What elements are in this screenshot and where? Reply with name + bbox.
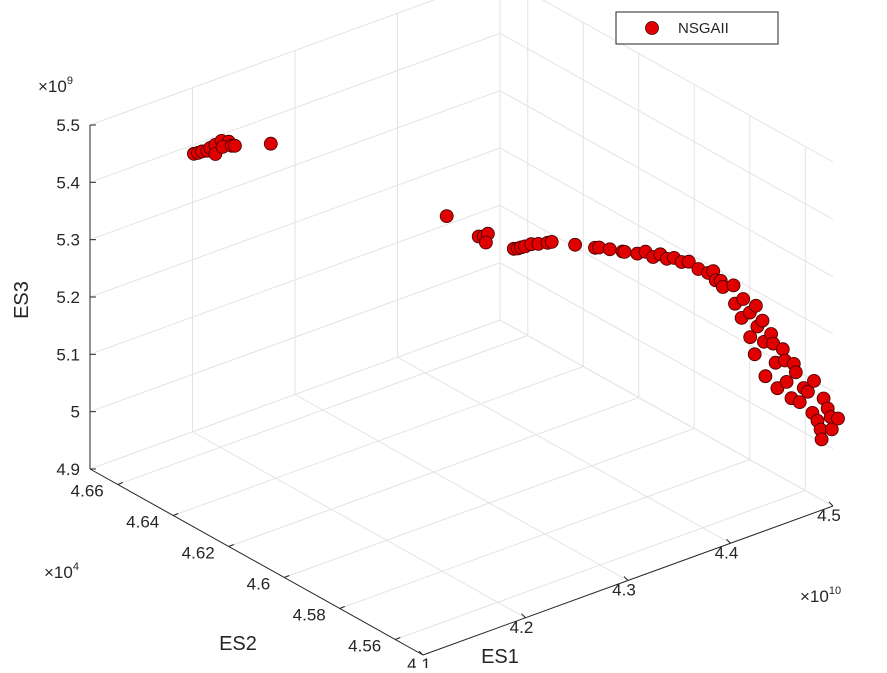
data-point [726, 278, 741, 293]
y-tick-mark [339, 606, 345, 609]
legend-box [615, 11, 779, 45]
data-point [775, 342, 790, 357]
grid-line-floor-y [284, 428, 695, 578]
data-point [824, 422, 839, 437]
grid-line-back-z [89, 204, 501, 355]
data-point [681, 254, 696, 269]
y-tick-mark [395, 637, 401, 640]
y-tick-mark [284, 575, 290, 578]
data-point [617, 244, 632, 259]
y-tick-mark [173, 513, 179, 516]
z-tick-label: 5 [71, 403, 80, 422]
x-tick-mark [521, 613, 526, 619]
x-tick-label: 4.1 [407, 655, 431, 668]
grid-line-floor-x [294, 394, 629, 581]
x-tick-label: 4.4 [715, 543, 739, 562]
data-point [788, 365, 803, 380]
legend-marker [645, 21, 659, 35]
grid-line-side-z [499, 90, 834, 278]
x-tick-label: 4.5 [817, 506, 841, 525]
x-multiplier: ×1010 [800, 585, 841, 606]
y-axis-line [89, 468, 424, 656]
y-multiplier: ×104 [44, 561, 79, 582]
grid-line-floor-x [397, 356, 731, 544]
grid-line-floor-y [339, 459, 750, 609]
y-tick-label: 4.56 [348, 637, 381, 656]
data-point [544, 234, 559, 249]
data-point [743, 330, 758, 345]
z-multiplier: ×109 [38, 75, 73, 96]
data-point [831, 411, 845, 426]
legend-label: NSGAII [678, 20, 729, 37]
y-tick-label: 4.66 [71, 482, 104, 501]
y-tick-label: 4.6 [247, 575, 271, 594]
data-point [807, 373, 821, 388]
data-point [602, 242, 617, 257]
grid-line-back-z [89, 147, 501, 298]
data-point [779, 374, 794, 389]
grid-line-floor-y [173, 366, 584, 516]
axes-box [89, 125, 834, 656]
y-tick-mark [117, 482, 123, 485]
y-tick-label: 4.62 [182, 544, 215, 563]
data-point [814, 432, 829, 447]
grid-line-back-z [89, 32, 501, 183]
z-tick-label: 5.3 [56, 231, 80, 250]
z-tick-label: 4.9 [56, 460, 80, 479]
y-tick-mark [228, 544, 234, 547]
data-point [478, 235, 493, 250]
grid-line-back-z [89, 90, 501, 241]
grid-line-back-z [89, 0, 436, 126]
data-point [568, 237, 582, 252]
grid-line-floor-y [228, 397, 639, 547]
y-tick-label: 4.58 [293, 606, 326, 625]
data-point [736, 292, 751, 306]
grid-line-side-z [541, 0, 834, 163]
data-point [758, 369, 773, 384]
x-tick-label: 4.2 [510, 618, 534, 637]
grid-line-side-z [499, 147, 834, 335]
grid-line-back-z [89, 319, 501, 470]
z-axis-label: ES3 [11, 281, 33, 319]
legend: NSGAII [615, 11, 779, 45]
data-points [186, 133, 845, 447]
data-point [263, 136, 278, 151]
data-point [792, 395, 807, 410]
grid-line-floor-y [117, 335, 528, 485]
x-tick-label: 4.3 [612, 581, 636, 600]
data-point [755, 313, 770, 328]
tick-labels: 4.1 4.2 4.3 4.4 4.5 4.56 4.58 4.6 4.62 4.64 4.66 4.… [56, 116, 841, 673]
x-tick-mark [623, 576, 629, 581]
z-tick-label: 5.2 [56, 288, 80, 307]
y-axis-label: ES2 [219, 633, 257, 655]
data-point [747, 347, 762, 362]
x-tick-mark [828, 501, 834, 507]
grid-line-floor-x [192, 431, 526, 619]
grid-line-side-z [499, 262, 834, 450]
y-tick-label: 4.64 [126, 513, 159, 532]
data-point [439, 209, 454, 224]
grid-line-back-z [89, 262, 501, 413]
tick-marks [90, 124, 834, 656]
z-tick-label: 5.4 [56, 173, 80, 192]
data-point [227, 138, 242, 153]
grid-line-floor-y [395, 490, 806, 640]
data-point [749, 298, 763, 313]
data-point [801, 384, 815, 399]
z-tick-label: 5.5 [56, 116, 80, 135]
grid-line-side-z [499, 32, 834, 220]
grid-line-side-z [499, 319, 834, 507]
z-tick-label: 5.1 [56, 345, 80, 364]
x-tick-mark [418, 650, 424, 656]
x-tick-mark [726, 538, 731, 544]
x-axis-label: ES1 [481, 646, 519, 668]
